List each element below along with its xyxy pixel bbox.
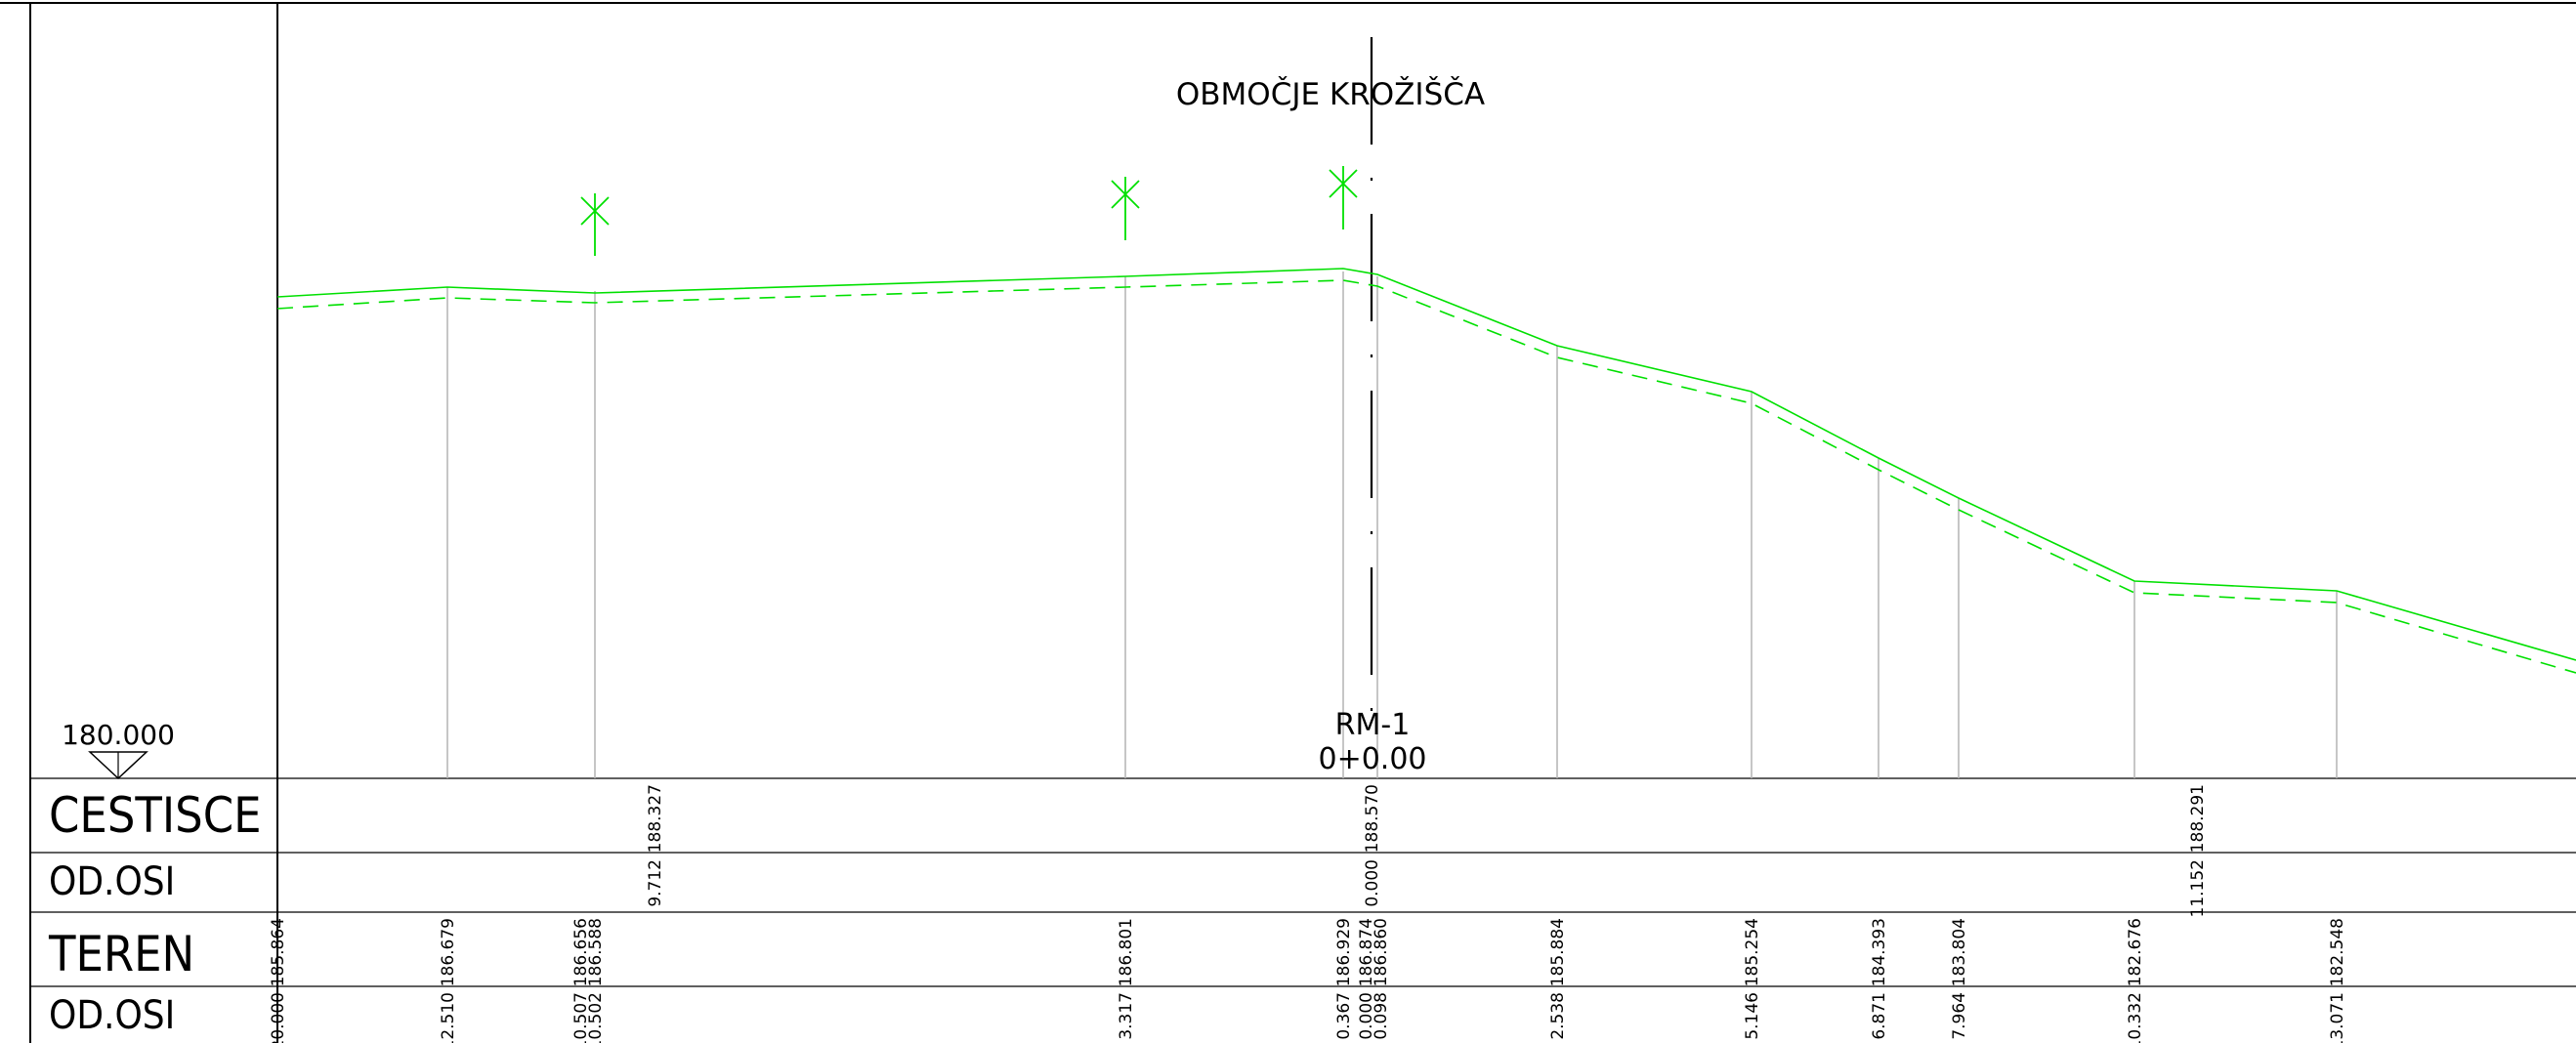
terrain-elevation-value: 185.864: [269, 918, 288, 986]
profile-dashed-line: [276, 279, 2576, 674]
datum-elevation-label: 180.000: [62, 719, 175, 751]
row-label-road-surface: CESTISCE: [49, 787, 262, 844]
terrain-elevation-value: 186.679: [439, 918, 458, 986]
row-labels: CESTISCE OD.OSI TEREN OD.OSI: [48, 787, 262, 1038]
terrain-elevation-value: 186.929: [1334, 918, 1354, 986]
tree-icon: [1329, 166, 1358, 229]
terrain-offset-value: 0.000: [1357, 992, 1376, 1040]
terrain-elevation-value: 185.884: [1548, 918, 1568, 986]
terrain-elevation-values: 185.864 186.679 186.656 186.588 186.801 …: [269, 918, 2347, 986]
terrain-offset-value: 20.000: [269, 992, 288, 1043]
row-label-terrain: TEREN: [48, 926, 194, 982]
road-elevation-value: 188.327: [646, 784, 665, 853]
road-offset-values: 9.712 0.000 11.152: [646, 859, 2208, 917]
terrain-profile: [276, 268, 2576, 674]
road-surface-values: 188.327 188.570 188.291: [646, 784, 2208, 853]
terrain-elevation-value: 183.804: [1950, 918, 1969, 986]
terrain-offset-value: 6.871: [1870, 992, 1889, 1040]
terrain-offset-value: 7.964: [1950, 992, 1969, 1040]
tree-icon: [1111, 177, 1140, 240]
road-offset-value: 11.152: [2188, 859, 2208, 917]
road-offset-value: 0.000: [1363, 859, 1382, 907]
row-label-terrain-offset: OD.OSI: [49, 993, 175, 1038]
terrain-elevation-value: 186.860: [1372, 918, 1391, 986]
terrain-elevation-value: 184.393: [1870, 918, 1889, 986]
terrain-elevation-value: 186.656: [571, 918, 591, 986]
road-offset-value: 9.712: [646, 859, 665, 907]
tree-icon: [580, 193, 610, 256]
road-elevation-value: 188.291: [2188, 784, 2208, 853]
table-grid: [30, 777, 2576, 987]
terrain-offset-value: 2.538: [1548, 992, 1568, 1040]
terrain-offset-value: 10.502: [586, 992, 606, 1043]
terrain-elevation-value: 182.676: [2126, 918, 2145, 986]
vegetation-symbols: [580, 166, 1358, 256]
terrain-offset-value: 0.098: [1372, 992, 1391, 1040]
region-label: OBMOČJE KROŽIŠČA: [1176, 76, 1485, 112]
terrain-elevation-value: 186.801: [1117, 918, 1136, 986]
ordinate-lines: [446, 271, 2338, 778]
station-chainage: 0+0.00: [1318, 742, 1426, 776]
terrain-offset-value: 12.510: [439, 992, 458, 1043]
profile-solid-line: [276, 268, 2576, 661]
terrain-offset-value: 0.367: [1334, 992, 1354, 1040]
road-elevation-value: 188.570: [1363, 784, 1382, 853]
terrain-offset-value: 10.507: [571, 992, 591, 1043]
terrain-offset-value: 13.071: [2328, 992, 2347, 1043]
terrain-offset-value: 10.332: [2126, 992, 2145, 1043]
datum-marker: 180.000: [62, 719, 175, 780]
terrain-elevation-value: 186.588: [586, 918, 606, 986]
row-label-road-offset: OD.OSI: [49, 859, 175, 904]
terrain-offset-values: 20.000 12.510 10.507 10.502 3.317 0.367 …: [269, 992, 2347, 1043]
terrain-offset-value: 5.146: [1743, 992, 1762, 1040]
terrain-elevation-value: 185.254: [1743, 918, 1762, 986]
terrain-elevation-value: 182.548: [2328, 918, 2347, 986]
terrain-elevation-value: 186.874: [1357, 918, 1376, 986]
station-name: RM-1: [1335, 708, 1411, 742]
terrain-offset-value: 3.317: [1117, 992, 1136, 1040]
